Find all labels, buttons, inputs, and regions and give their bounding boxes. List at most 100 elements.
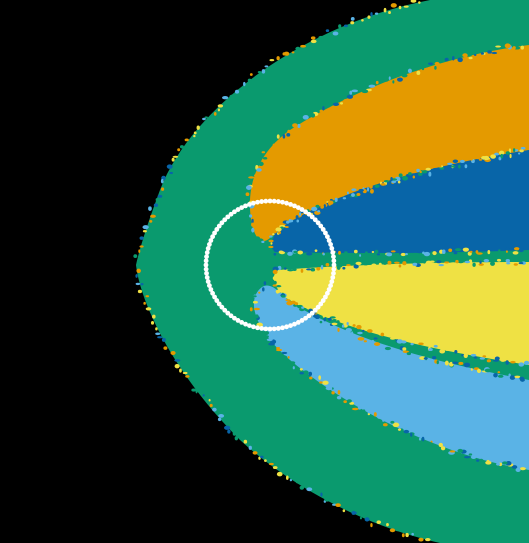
fringe-speck xyxy=(463,362,471,368)
fringe-speck xyxy=(150,214,156,218)
fringe-speck xyxy=(170,350,176,355)
fringe-speck xyxy=(367,413,370,416)
fringe-speck xyxy=(258,291,261,294)
fringe-speck xyxy=(462,53,468,58)
circle-dot xyxy=(284,324,289,330)
fringe-speck xyxy=(338,194,345,197)
fringe-speck xyxy=(289,479,293,482)
fringe-speck xyxy=(343,24,348,28)
fringe-speck xyxy=(367,329,373,333)
fringe-speck xyxy=(145,307,152,311)
fringe-speck xyxy=(412,351,418,354)
circle-dot xyxy=(251,324,256,330)
fringe-speck xyxy=(268,245,274,249)
fringe-speck xyxy=(310,36,316,40)
fringe-speck xyxy=(346,264,351,267)
circle-dot xyxy=(255,199,260,205)
fringe-speck xyxy=(351,328,357,332)
fringe-speck xyxy=(408,172,412,176)
circle-dot xyxy=(243,321,248,327)
fringe-speck xyxy=(367,187,370,192)
circle-dot xyxy=(295,205,301,211)
fringe-speck xyxy=(306,252,313,256)
fringe-speck xyxy=(252,295,257,298)
fringe-speck xyxy=(478,263,484,266)
fringe-speck xyxy=(356,193,361,197)
fringe-speck xyxy=(137,259,140,264)
fringe-speck xyxy=(299,368,303,371)
fringe-speck xyxy=(139,236,144,240)
fringe-speck xyxy=(299,485,305,490)
fringe-speck xyxy=(195,389,198,394)
fringe-speck xyxy=(428,348,433,352)
circle-dot xyxy=(203,258,209,264)
fringe-speck xyxy=(487,50,492,54)
fringe-speck xyxy=(383,7,387,13)
fringe-speck xyxy=(174,364,180,369)
fringe-speck xyxy=(394,527,401,532)
fringe-speck xyxy=(505,151,510,155)
fringe-speck xyxy=(217,417,222,422)
fringe-speck xyxy=(494,356,500,361)
fringe-speck xyxy=(498,156,502,161)
circle-dot xyxy=(247,201,252,207)
fringe-speck xyxy=(388,10,391,15)
fringe-speck xyxy=(370,334,377,338)
fringe-speck xyxy=(455,259,459,264)
fringe-speck xyxy=(384,346,391,351)
fringe-speck xyxy=(490,261,495,266)
fringe-speck xyxy=(479,357,485,360)
fringe-speck xyxy=(300,268,304,273)
fringe-speck xyxy=(245,192,250,197)
fringe-speck xyxy=(276,56,280,61)
circle-dot xyxy=(216,223,222,229)
circle-dot xyxy=(299,318,305,323)
circle-dot xyxy=(292,321,297,327)
fringe-speck xyxy=(258,456,261,460)
circle-dot xyxy=(225,310,231,316)
fringe-speck xyxy=(452,56,455,61)
fringe-speck xyxy=(357,337,365,341)
fringe-speck xyxy=(389,337,396,340)
fringe-speck xyxy=(389,528,396,533)
fringe-speck xyxy=(253,174,259,177)
fringe-speck xyxy=(368,260,371,265)
fringe-speck xyxy=(500,262,504,266)
fringe-speck xyxy=(497,374,504,378)
fringe-speck xyxy=(516,360,520,363)
fringe-speck xyxy=(496,462,501,466)
fringe-speck xyxy=(386,522,389,527)
fringe-speck xyxy=(393,261,400,264)
circle-dot xyxy=(324,234,330,240)
fringe-speck xyxy=(304,248,309,252)
circle-dot xyxy=(326,238,332,243)
fringe-speck xyxy=(275,348,283,352)
fringe-speck xyxy=(315,204,320,209)
fringe-speck xyxy=(512,251,519,255)
fringe-speck xyxy=(439,166,445,170)
fringe-speck xyxy=(493,373,498,378)
fringe-speck xyxy=(135,274,138,278)
fringe-speck xyxy=(354,511,357,515)
fringe-speck xyxy=(261,240,265,244)
fringe-speck xyxy=(269,59,275,62)
fringe-speck xyxy=(464,260,471,264)
fringe-speck xyxy=(494,152,499,155)
fringe-speck xyxy=(359,516,362,520)
fringe-speck xyxy=(350,253,354,258)
fringe-speck xyxy=(266,338,273,342)
circle-dot xyxy=(232,315,237,321)
fringe-speck xyxy=(272,143,275,147)
fringe-speck xyxy=(163,346,168,350)
dotted-circle xyxy=(203,198,337,332)
fringe-speck xyxy=(434,61,440,66)
fringe-speck xyxy=(297,123,301,129)
fringe-speck xyxy=(343,332,348,335)
circle-dot xyxy=(212,230,217,236)
fringe-speck xyxy=(323,317,327,322)
circle-dot xyxy=(208,287,214,292)
fringe-speck xyxy=(286,300,293,306)
fringe-speck xyxy=(378,262,382,268)
fringe-speck xyxy=(249,214,253,218)
circle-dot xyxy=(212,294,217,300)
